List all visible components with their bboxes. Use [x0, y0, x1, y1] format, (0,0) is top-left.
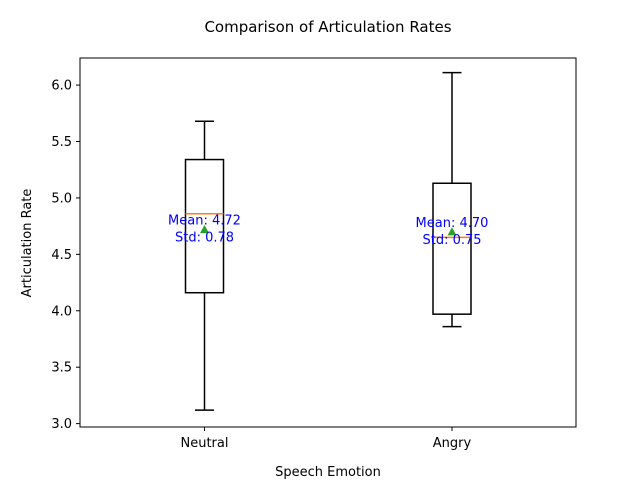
- y-tick-label: 3.5: [51, 361, 72, 376]
- y-tick-label: 5.5: [51, 135, 72, 150]
- y-tick-label: 4.0: [51, 304, 72, 319]
- chart-title: Comparison of Articulation Rates: [204, 18, 451, 36]
- axes-frame: [79, 57, 577, 428]
- plot-area: 3.0 3.5 4.0 4.5 5.0 5.5 6.0 Neutral Mean: 4.72 St…: [51, 71, 489, 451]
- mean-label: Mean: 4.72: [168, 214, 241, 229]
- box-angry: Angry Mean: 4.70 Std: 0.75: [416, 71, 489, 451]
- y-axis-label: Articulation Rate: [20, 189, 35, 298]
- interquartile-box: [432, 182, 472, 315]
- mean-marker: [447, 227, 457, 236]
- y-tick-label: 3.0: [51, 417, 72, 432]
- y-tick-label: 5.0: [51, 191, 72, 206]
- interquartile-box: [184, 158, 225, 294]
- y-tick-label: 4.5: [51, 248, 72, 263]
- x-tick-label: Neutral: [181, 436, 229, 451]
- x-axis-label: Speech Emotion: [275, 465, 381, 480]
- std-label: Std: 0.75: [422, 233, 481, 248]
- mean-marker: [200, 225, 209, 234]
- x-tick-label: Angry: [433, 436, 472, 451]
- mean-std-annotation: Mean: 4.72 Std: 0.78: [168, 214, 241, 246]
- y-tick-label: 6.0: [51, 79, 72, 94]
- box-neutral: Neutral Mean: 4.72 Std: 0.78: [168, 120, 241, 451]
- mean-std-annotation: Mean: 4.70 Std: 0.75: [416, 216, 489, 248]
- mean-label: Mean: 4.70: [416, 216, 489, 231]
- std-label: Std: 0.78: [175, 231, 234, 246]
